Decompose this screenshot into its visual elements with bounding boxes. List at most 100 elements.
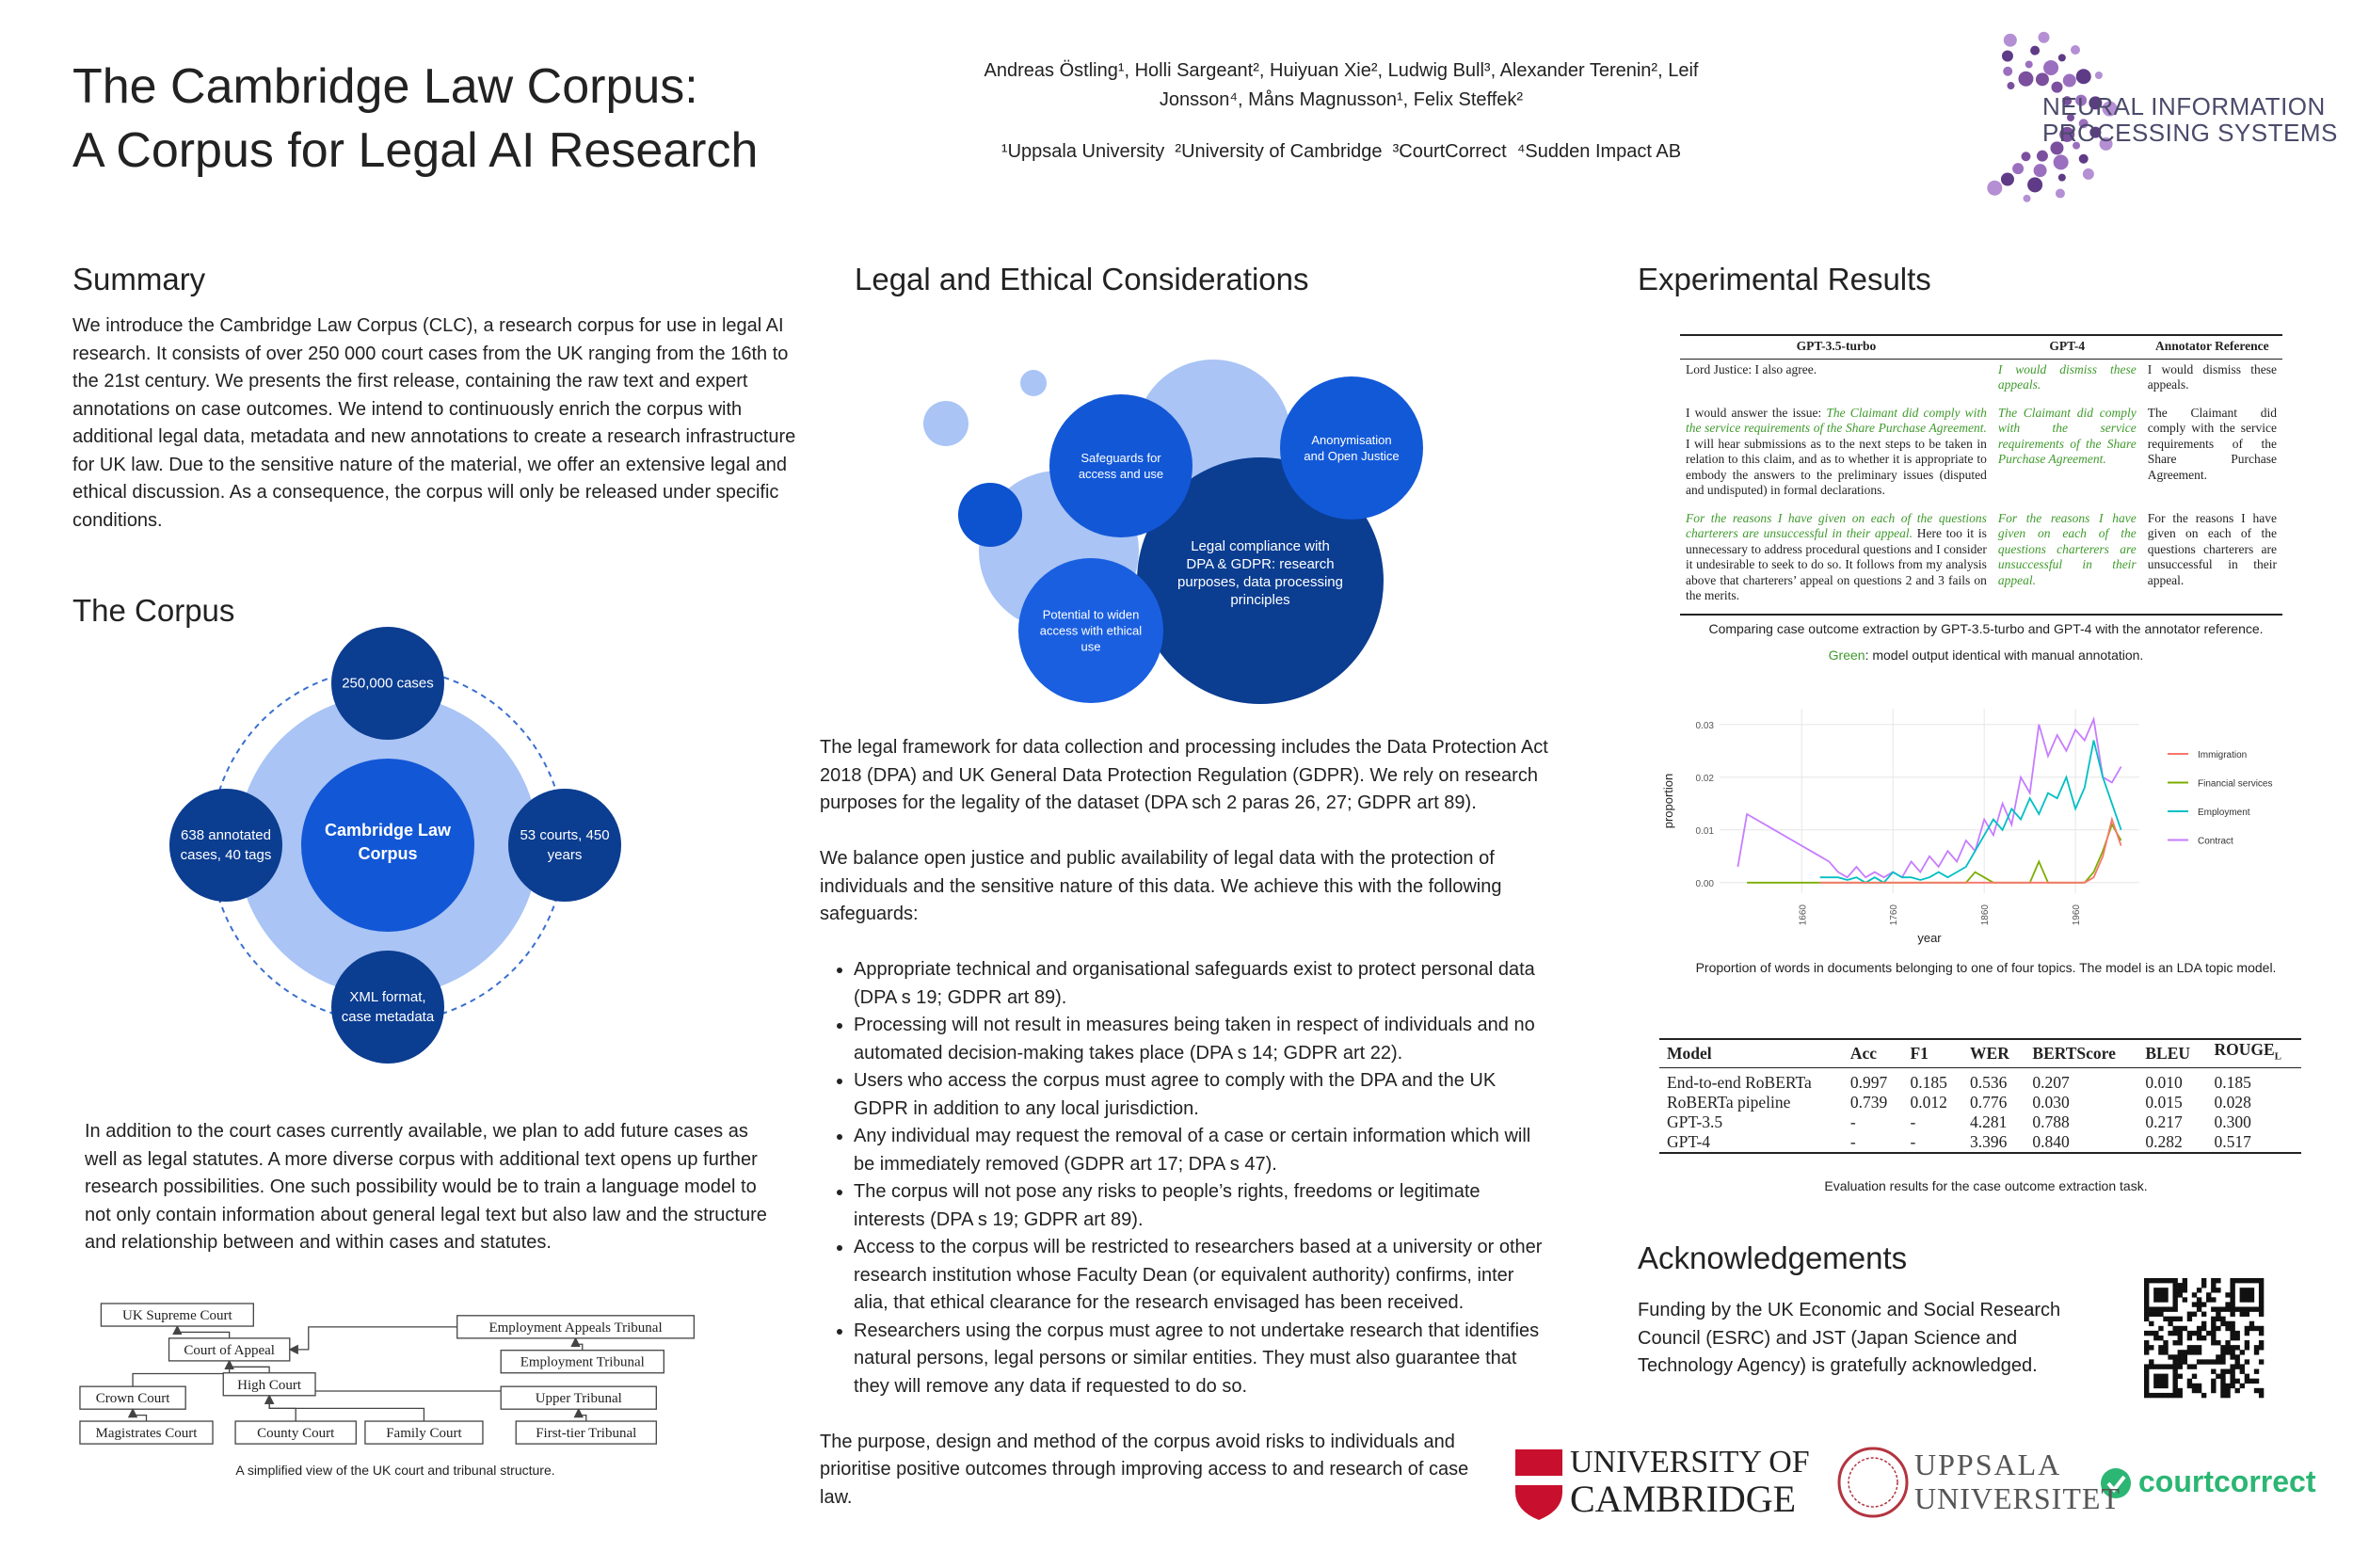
qr-module [2230,1364,2235,1369]
section-heading: Legal and Ethical Considerations [855,262,1309,296]
qr-module [2244,1278,2250,1284]
court-box [79,1385,186,1410]
qr-module [2239,1350,2245,1355]
table-cell: The Claimant did comply with the service… [2142,403,2282,508]
authors: Andreas Östling¹, Holli Sargeant², Huiyu… [984,60,1699,110]
qr-module [2211,1368,2217,1374]
qr-module [2211,1330,2217,1336]
qr-module [2258,1297,2265,1303]
qr-module [2144,1292,2150,1298]
qr-module [2230,1354,2235,1360]
table-cell: - [1910,1112,1916,1131]
logo-dot [2078,153,2089,164]
qr-module [2182,1359,2188,1365]
qr-module [2196,1345,2202,1351]
table-cell: I would answer the issue: The Claimant d… [1680,403,1993,508]
qr-module [2177,1330,2183,1336]
corpus-node-label: 53 courts, 450 years [520,827,610,863]
logo-text: UPPSALA [1914,1448,2062,1481]
qr-module [2177,1364,2183,1369]
qr-module [2258,1278,2265,1284]
qr-module [2186,1378,2193,1384]
court-box [456,1315,696,1339]
table-cell: 0.030 [2032,1092,2070,1112]
qr-module [2168,1278,2173,1284]
corpus-node-label: 638 annotated cases, 40 tags [180,827,272,863]
table-cell: 0.517 [2214,1131,2251,1151]
qr-module [2206,1292,2212,1298]
qr-module [2158,1278,2164,1284]
paragraph: We balance open justice and public avail… [820,848,1502,924]
logo-dot [2007,82,2015,90]
qr-module [2234,1335,2240,1341]
qr-module [2163,1364,2169,1369]
logo-dot [2057,54,2066,62]
table-cell: - [1910,1131,1916,1151]
column-header: Model [1667,1043,1712,1063]
qr-module [2234,1359,2240,1365]
connector [570,1336,584,1351]
qr-module [2172,1378,2178,1384]
logo-text: NEURAL INFORMATION [2042,92,2326,120]
text-segment: I will hear submissions as to the next s… [1686,436,1987,498]
qr-module [2230,1292,2235,1298]
bubble-label: Anonymisation and Open Justice [1304,433,1400,463]
court-box [500,1385,657,1410]
court-label: UK Supreme Court [122,1308,232,1323]
table-cell: For the reasons I have given on each of … [1993,508,2142,615]
court-label: First-tier Tribunal [536,1426,636,1441]
qr-module [2230,1330,2235,1336]
table-cell: 0.788 [2032,1112,2070,1131]
qr-module [2211,1340,2217,1346]
column-header: GPT-4 [2049,339,2086,353]
qr-module [2244,1297,2250,1303]
section-heading: Summary [72,262,206,296]
qr-module [2211,1387,2217,1394]
logo-dot [2078,119,2089,129]
qr-module [2172,1288,2178,1293]
qr-module [2144,1330,2150,1336]
qr-module [2158,1383,2164,1389]
caption: Green: model output identical with manua… [1657,648,2315,663]
qr-module [2191,1383,2198,1389]
qr-module [2177,1335,2183,1341]
qr-module [2172,1278,2178,1284]
qr-module [2168,1330,2173,1336]
table-row: I would answer the issue: The Claimant d… [1680,403,2282,508]
summary-text: We introduce the Cambridge Law Corpus (C… [72,315,796,531]
qr-module [2211,1325,2217,1332]
qr-module [2153,1278,2159,1284]
qr-module [2225,1350,2231,1355]
corpus-text: In addition to the court cases currently… [85,1121,767,1253]
table-cell: GPT-3.5 [1667,1112,1723,1131]
logo-dot [2070,45,2080,56]
court-box [100,1303,254,1327]
qr-module [2258,1325,2265,1332]
legal-text: The legal framework for data collection … [820,734,1549,1512]
x-tick-label: 1860 [1980,904,1991,926]
qr-module [2249,1278,2255,1284]
qr-module [2182,1350,2188,1355]
qr-module [2258,1288,2265,1293]
qr-module [2230,1283,2235,1288]
corpus-node-label: 250,000 cases [342,675,434,692]
qr-module [2239,1306,2245,1312]
qr-module [2258,1387,2265,1394]
table-cell: The Claimant did comply with the service… [1993,403,2142,508]
qr-module [2172,1302,2178,1307]
qr-module [2225,1392,2231,1399]
qr-module [2239,1297,2245,1303]
qr-module [2158,1392,2164,1399]
qr-module [2244,1373,2250,1379]
qr-module [2230,1378,2235,1384]
qr-module [2216,1306,2221,1312]
qr-module [2153,1392,2159,1399]
qr-module [2249,1306,2255,1312]
table-cell: 0.776 [1970,1092,2008,1112]
qr-module [2220,1368,2226,1374]
qr-module [2144,1350,2150,1355]
qr-module [2258,1345,2265,1351]
qr-module [2158,1364,2164,1369]
qr-module [2253,1350,2260,1355]
court-label: Employment Appeals Tribunal [488,1320,662,1336]
